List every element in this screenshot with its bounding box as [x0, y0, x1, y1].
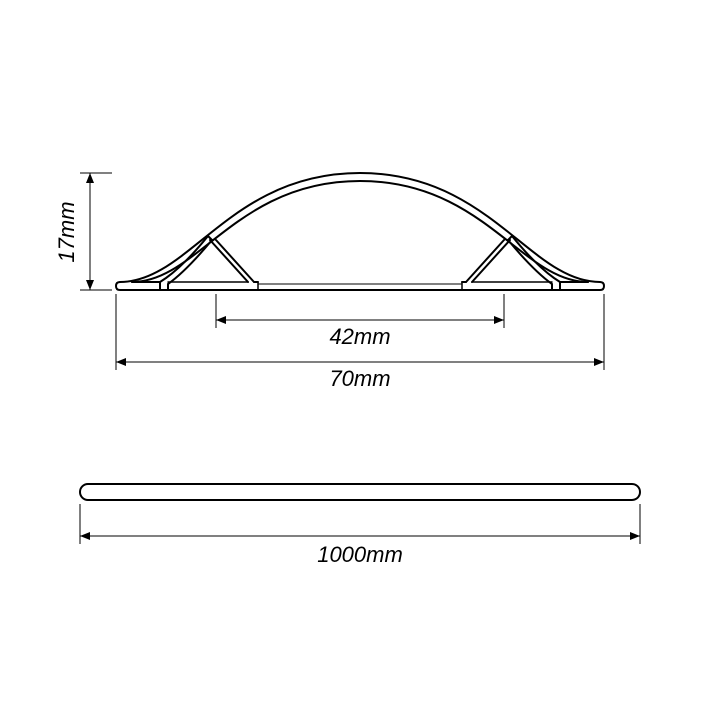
- dim-inner-width-label: 42mm: [329, 324, 390, 349]
- dim-length-label: 1000mm: [317, 542, 403, 567]
- cross-section-profile: [116, 173, 604, 290]
- technical-drawing: 17mm 42mm 70mm 1000mm: [0, 0, 720, 720]
- length-view: [80, 484, 640, 500]
- dim-height-label: 17mm: [54, 201, 79, 262]
- dim-outer-width-label: 70mm: [329, 366, 390, 391]
- dimension-length: [80, 504, 640, 544]
